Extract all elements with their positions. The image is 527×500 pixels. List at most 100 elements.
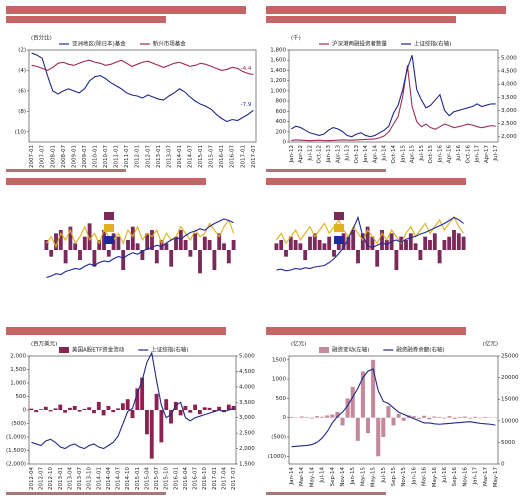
bar [314,416,320,418]
y-tick-label: 0 [23,408,27,414]
bar [87,223,92,250]
x-tick-label: 2013-07 [166,145,172,168]
bar [303,250,308,260]
x-tick-label: May-16 [432,467,438,488]
bar [376,417,381,457]
plot-frame [288,49,499,143]
bar [154,250,159,264]
x-tick-label: 2012-10 [48,467,54,490]
bar [226,250,231,264]
y-tick-label: 1,800 [270,48,286,54]
x-tick-label: Mar-17 [483,467,489,487]
x-tick-label: Nov-15 [401,467,407,487]
bar [418,250,423,260]
x-tick-label: 2008-07 [61,145,67,168]
x-tick-label: 2013-04 [67,467,73,490]
bar [120,403,125,410]
x-tick-label: 2013-01 [156,145,162,168]
bar [456,233,461,250]
x-tick-label: 2015-04 [144,467,150,490]
x-tick-label: Jul-13 [345,145,351,162]
bar [386,406,391,418]
bar [159,410,164,443]
bar [198,250,202,274]
x-tick-label: Oct-16 [465,145,471,164]
x-tick-label: Jan-16 [411,467,417,486]
bar [332,250,336,257]
bar [401,417,406,421]
data-label: -7.9 [241,102,252,108]
bar [106,405,111,410]
x-tick-label: 2016-04 [183,467,189,490]
x-tick-label: Apr-14 [372,145,378,164]
bar [49,250,54,257]
bar [457,416,462,418]
bar [365,226,370,250]
x-tick-label: Jul-12 [307,145,313,162]
y-tick-label: 1,000 [10,381,26,387]
y2-tick-label: 1,500 [239,462,255,468]
bar [231,405,236,410]
x-tick-label: Oct-13 [354,145,360,164]
bar [327,236,332,250]
x-tick-label: Apr-15 [410,145,416,164]
bar [380,230,384,250]
bar [34,410,39,413]
x-tick-label: 2017-07 [251,145,257,168]
bar [447,236,452,250]
bar [355,417,360,441]
source-note [266,169,386,172]
legend-swatch [334,212,344,220]
bar [299,416,304,418]
bar [39,409,43,410]
line [291,55,496,138]
bar [140,250,145,260]
line [31,52,254,123]
x-tick-label: Jul-15 [419,145,425,162]
legend-label: 上证综指(右轴) [414,40,451,48]
x-tick-label: Jul-14 [382,145,388,162]
line [45,218,235,249]
line [31,351,234,450]
bar [106,250,111,257]
bar [212,410,217,412]
bar [193,233,198,250]
bar [293,240,298,250]
bar [222,243,226,250]
y2-tick-label: 4,000 [239,384,255,390]
source-note [6,169,126,172]
bar [217,233,222,250]
line [31,59,254,76]
x-tick-label: Sep-15 [391,467,397,487]
legend-swatch [319,347,329,353]
x-tick-label: Jan-15 [350,467,356,486]
x-tick-label: 2013-07 [77,467,83,490]
bar [140,377,145,410]
y-tick-label: 500 [16,394,27,400]
y-axis-unit: (百万美元) [31,340,57,348]
legend-label: 新兴市场基金 [153,40,187,48]
legend-label: 融资融券余额(右轴) [396,346,444,354]
y2-tick-label: 2,000 [501,134,517,140]
x-tick-label: 2015-01 [198,145,204,168]
bar [183,240,188,250]
x-tick-label: Jan-17 [475,145,481,164]
bar [164,399,169,410]
bar [360,233,365,250]
bar [43,406,48,410]
y2-tick-label: 4,000 [501,82,517,88]
y-tick-label: 1,500 [10,367,26,373]
y2-tick-label: 2,000 [239,446,255,452]
y2-tick-label: 0 [501,462,505,468]
bar [58,230,63,250]
y2-tick-label: 10000 [501,418,519,424]
bar [135,388,140,410]
title-block [266,178,466,185]
x-tick-label: 2011-01 [114,145,120,168]
bar [130,226,135,250]
bar [202,236,207,250]
bar [437,416,442,418]
bar [58,404,63,410]
bar [169,250,174,267]
